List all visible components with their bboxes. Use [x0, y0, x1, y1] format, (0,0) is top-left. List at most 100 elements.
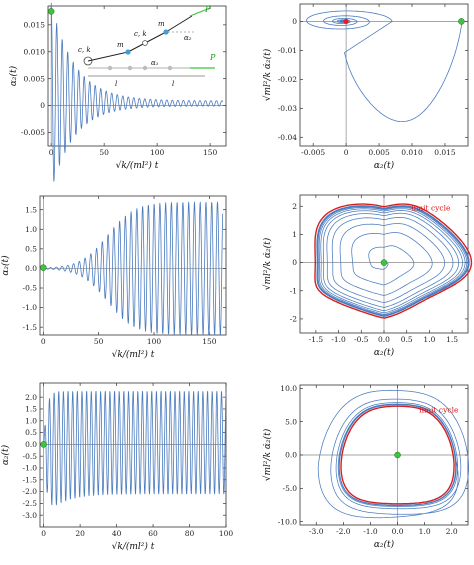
- y-tick-label: 0.005: [24, 74, 46, 83]
- y-tick-label: 0.0: [285, 451, 297, 460]
- x-tick-label: 0.0: [378, 335, 390, 344]
- x-axis-label: α₂(t): [374, 347, 395, 358]
- y-tick-label: 0.0: [25, 264, 37, 273]
- y-tick-label: -2.5: [23, 499, 38, 508]
- y-tick-label: 2: [292, 202, 297, 211]
- phase-trajectory: [317, 389, 469, 519]
- chart-panel-5: 0 20 40 60 80 100 -3.0 -2.5 -2.0 -1.5 -1.0 -0.5 0.0 0…: [0, 382, 234, 552]
- x-tick-label: -0.005: [301, 148, 325, 157]
- y-tick-label: -1: [290, 286, 297, 295]
- inset-schematic: c, k m c, k m α₂ α₁ P Pl l: [78, 5, 216, 88]
- y-tick-label: 1.5: [25, 205, 37, 214]
- y-axis-label: α₂(t): [8, 65, 19, 86]
- x-tick-label: 1.0: [419, 527, 431, 536]
- y-tick-label: -0.02: [278, 75, 297, 84]
- plot-frame: [47, 5, 227, 147]
- inset-label-m-right: m: [158, 20, 165, 28]
- chart-panel-4: -1.5 -1.0 -0.5 0.0 0.5 1.0 1.5 -2 -1 0 1 2 α₂(t) √ml²…: [262, 194, 473, 358]
- x-tick-label: 0.010: [401, 148, 423, 157]
- ghost-mass: [167, 65, 173, 71]
- x-axis-label: √k/(ml²) t: [116, 160, 159, 171]
- y-tick-label: 0.0: [25, 440, 37, 449]
- y-tick-label: 0: [292, 17, 297, 26]
- mass-1: [125, 49, 131, 55]
- x-tick-label: 100: [150, 148, 165, 157]
- x-tick-label: -1.5: [309, 335, 324, 344]
- y-tick-label: 10.0: [280, 384, 297, 393]
- plot-frame: [39, 195, 227, 336]
- y-tick-label: 1.0: [25, 225, 37, 234]
- start-point-marker: [394, 451, 401, 459]
- x-tick-label: 20: [75, 529, 85, 538]
- x-tick-label: 50: [94, 337, 104, 346]
- y-tick-label: 0.5: [25, 428, 37, 437]
- y-tick-label: 0.010: [24, 47, 46, 56]
- x-tick-label: 0.015: [434, 148, 456, 157]
- x-tick-label: 80: [185, 529, 195, 538]
- hinge-mid: [142, 40, 148, 46]
- x-tick-label: 0.5: [401, 335, 413, 344]
- start-point-marker: [380, 259, 388, 266]
- limit-cycle-annotation: limit cycle: [411, 203, 451, 212]
- x-tick-label: 150: [203, 148, 218, 157]
- y-tick-label: 2.0: [25, 393, 37, 402]
- fixed-point-marker: [343, 18, 349, 24]
- x-axis-label: √k/(ml²) t: [112, 349, 155, 360]
- ghost-mass: [127, 65, 133, 71]
- y-tick-label: -1.0: [23, 464, 38, 473]
- x-tick-label: 60: [148, 529, 158, 538]
- x-axis-label: α₂(t): [374, 160, 395, 171]
- x-tick-label: -1.0: [363, 527, 378, 536]
- series-line: [43, 390, 227, 506]
- y-tick-label: -0.03: [278, 104, 297, 113]
- x-tick-label: 0: [41, 337, 46, 346]
- x-tick-label: -0.5: [354, 335, 369, 344]
- y-axis-label: √ml²/k α̇₂(t): [262, 237, 273, 290]
- initial-point-marker: [40, 441, 47, 448]
- x-tick-label: 50: [99, 148, 109, 157]
- hinge-left: [83, 56, 93, 66]
- inset-label-l-left: l: [115, 80, 117, 88]
- x-tick-label: 150: [202, 337, 217, 346]
- limit-cycle-line: [314, 203, 473, 319]
- plot-frame: [39, 382, 227, 528]
- inset-label-m-left: m: [117, 41, 124, 49]
- y-tick-label: -0.005: [21, 128, 45, 137]
- series-line: [43, 201, 224, 336]
- inset-label-ck-mid: c, k: [134, 30, 147, 38]
- y-tick-label: 1: [292, 230, 297, 239]
- x-tick-label: 40: [112, 529, 122, 538]
- y-tick-label: 5.0: [285, 417, 297, 426]
- chart-panel-1: 0 50 100 150 -0.005 0 0.005 0.010 0.015 √k/(ml²) …: [8, 2, 227, 182]
- y-tick-label: 1.5: [25, 405, 37, 414]
- y-tick-label: -2.0: [23, 487, 38, 496]
- start-point-marker: [458, 18, 465, 25]
- inset-label-P-top: P: [204, 5, 211, 14]
- y-tick-label: -5.0: [283, 484, 298, 493]
- x-tick-label: -1.0: [331, 335, 346, 344]
- y-tick-label: -0.01: [278, 46, 297, 55]
- x-tick-label: 0: [41, 529, 46, 538]
- initial-point-marker: [40, 264, 47, 271]
- y-tick-label: -1.0: [23, 303, 38, 312]
- x-tick-label: 100: [147, 337, 162, 346]
- x-axis-label: √k/(ml²) t: [112, 541, 155, 552]
- limit-cycle-annotation: limit cycle: [419, 405, 459, 414]
- inset-label-ck-left: c, k: [78, 46, 91, 54]
- x-tick-label: 1.0: [423, 335, 435, 344]
- y-tick-label: -2: [290, 315, 298, 324]
- y-axis-label: √ml²/k α̇₂(t): [262, 428, 273, 481]
- x-tick-label: -3.0: [309, 527, 324, 536]
- y-tick-label: -1.5: [23, 323, 38, 332]
- force-arrow-top: [189, 7, 211, 17]
- y-tick-label: -1.5: [23, 475, 38, 484]
- x-tick-label: 100: [219, 529, 234, 538]
- y-tick-label: -0.5: [23, 284, 38, 293]
- initial-point-marker: [47, 8, 55, 15]
- y-tick-label: 1.0: [25, 416, 37, 425]
- inset-label-alpha1: α₁: [151, 59, 159, 67]
- x-axis-label: α₂(t): [374, 539, 395, 550]
- ghost-mass: [107, 65, 113, 71]
- bar-1: [87, 51, 129, 62]
- mass-2: [163, 29, 169, 35]
